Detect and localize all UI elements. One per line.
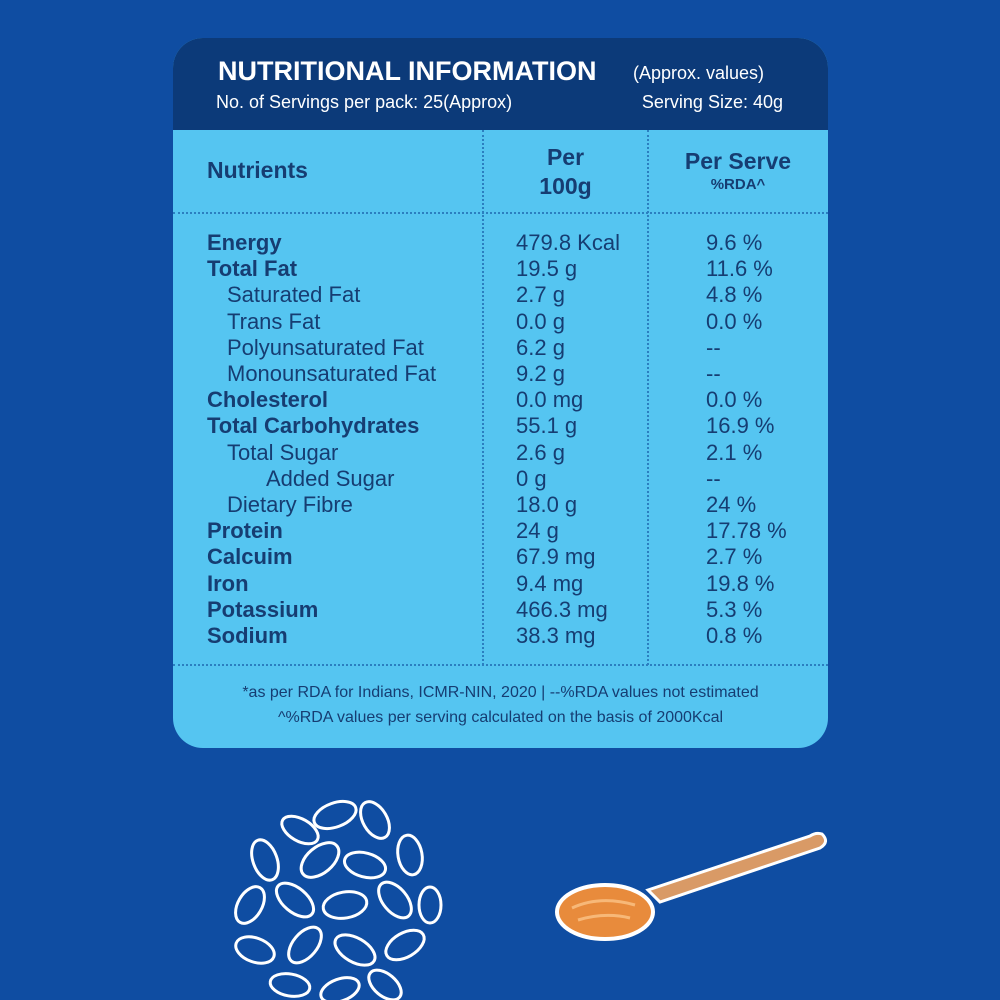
per-serve-rda: 0.8 % xyxy=(706,623,763,648)
per-serve-rda: 11.6 % xyxy=(706,256,773,282)
oats-illustration xyxy=(234,799,443,1000)
serving-size: Serving Size: 40g xyxy=(641,92,783,112)
nutrient-name: Sodium xyxy=(207,623,288,648)
per-serve-rda: 4.8 % xyxy=(706,282,763,308)
footnote: ^%RDA values per serving calculated on t… xyxy=(277,709,724,726)
per-100g: 55.1 g xyxy=(516,413,578,439)
per-serve-rda: -- xyxy=(706,334,721,360)
column-header: Nutrients xyxy=(207,157,308,183)
nutrient-name: Total Fat xyxy=(207,256,298,282)
column-header: Per xyxy=(546,144,585,170)
per-100g: 67.9 mg xyxy=(516,544,596,570)
per-serve-rda: -- xyxy=(706,465,721,491)
nutrient-name: Trans Fat xyxy=(227,308,321,334)
per-100g: 18.0 g xyxy=(516,492,578,517)
nutrient-name: Potassium xyxy=(207,596,319,622)
nutrient-name: Calcuim xyxy=(207,544,293,570)
per-100g: 24 g xyxy=(516,518,559,544)
per-serve-rda: 24 % xyxy=(706,492,757,517)
per-serve-rda: 17.78 % xyxy=(706,518,787,544)
per-serve-rda: 5.3 % xyxy=(706,596,763,622)
per-serve-rda: 0.0 % xyxy=(706,308,763,334)
per-100g: 2.7 g xyxy=(516,282,565,308)
per-serve-rda: 16.9 % xyxy=(706,413,775,439)
per-serve-rda: 2.1 % xyxy=(706,439,763,465)
column-divider xyxy=(482,130,484,665)
per-100g: 2.6 g xyxy=(516,439,565,465)
per-serve-rda: -- xyxy=(706,361,721,386)
nutrient-name: Iron xyxy=(207,570,249,596)
row-divider xyxy=(173,664,828,666)
per-100g: 19.5 g xyxy=(516,256,578,282)
footnote: *as per RDA for Indians, ICMR-NIN, 2020 … xyxy=(242,684,759,701)
nutrient-name: Protein xyxy=(207,518,283,544)
title-note: (Approx. values) xyxy=(633,63,765,83)
per-serve-rda: 2.7 % xyxy=(706,544,763,570)
per-100g: 0 g xyxy=(516,465,547,491)
nutrient-name: Monounsaturated Fat xyxy=(227,361,437,386)
nutrient-name: Total Carbohydrates xyxy=(207,413,420,439)
nutrient-name: Saturated Fat xyxy=(227,282,361,308)
nutrient-name: Added Sugar xyxy=(266,465,395,491)
column-header: Per Serve xyxy=(684,148,792,174)
card-header: NUTRITIONAL INFORMATION (Approx. values)… xyxy=(173,38,828,130)
per-100g: 6.2 g xyxy=(516,334,565,360)
per-serve-rda: 0.0 % xyxy=(706,387,763,413)
row-divider xyxy=(173,212,828,214)
per-serve-rda: 19.8 % xyxy=(706,570,775,596)
servings: No. of Servings per pack: 25(Approx) xyxy=(216,92,513,112)
nutrient-name: Cholesterol xyxy=(207,387,329,413)
column-subheader: %RDA^ xyxy=(710,176,766,193)
per-100g: 9.2 g xyxy=(516,361,565,386)
per-serve-rda: 9.6 % xyxy=(706,230,763,255)
per-100g: 0.0 mg xyxy=(516,387,584,413)
nutrition-card: NUTRITIONAL INFORMATION (Approx. values)… xyxy=(173,38,828,748)
nutrient-name: Dietary Fibre xyxy=(227,492,353,517)
per-100g: 38.3 mg xyxy=(516,623,596,648)
title: NUTRITIONAL INFORMATION xyxy=(218,56,597,86)
column-divider xyxy=(647,130,649,665)
nutrient-name: Polyunsaturated Fat xyxy=(227,334,424,360)
nutrient-name: Energy xyxy=(207,230,282,255)
per-100g: 9.4 mg xyxy=(516,570,584,596)
per-100g: 479.8 Kcal xyxy=(516,230,620,255)
per-100g: 466.3 mg xyxy=(516,596,608,622)
nutrient-name: Total Sugar xyxy=(227,439,339,465)
spoon-illustration xyxy=(555,831,827,941)
column-header: 100g xyxy=(539,173,592,199)
per-100g: 0.0 g xyxy=(516,308,565,334)
